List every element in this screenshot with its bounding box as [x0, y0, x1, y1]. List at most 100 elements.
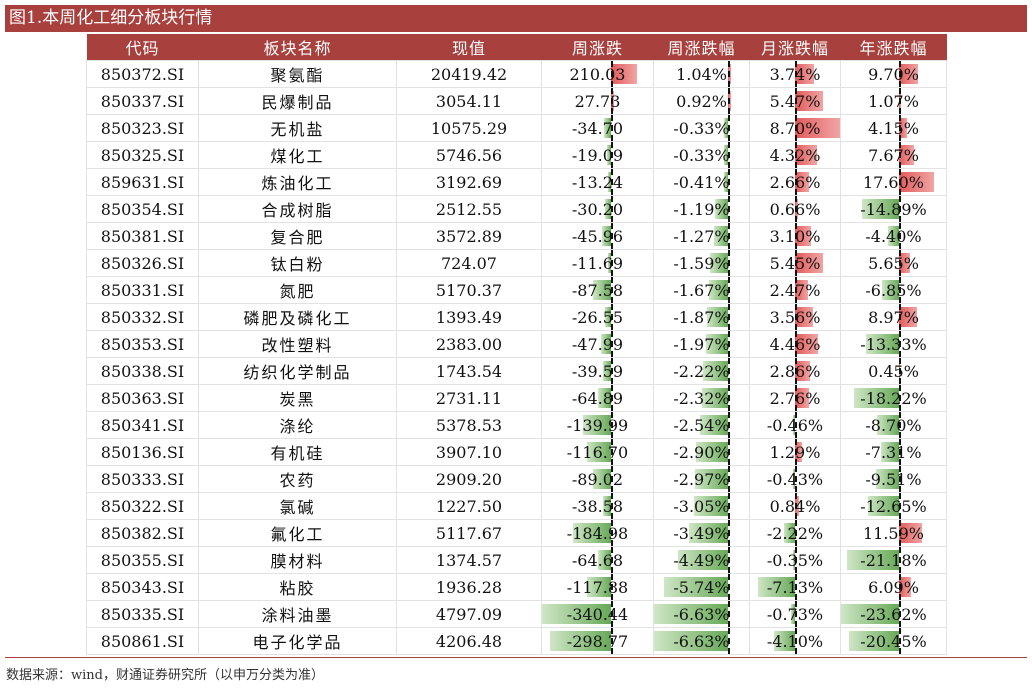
zero-axis-line: [795, 331, 797, 357]
week-pct-cell: -6.63%: [653, 600, 750, 628]
current-value-cell-text: 4206.48: [435, 631, 503, 651]
month-pct-cell: 4.32%: [749, 141, 841, 169]
week-change-cell-text: -87.58: [571, 280, 624, 300]
table-row: 850333.SI 农药 2909.20 -89.02 -2.97% -0.43% -9.5…: [86, 465, 947, 493]
code-cell-text: 850382.SI: [100, 523, 185, 543]
code-cell: 850326.SI: [86, 249, 199, 277]
week-change-cell-text: -38.58: [571, 496, 624, 516]
data-bar: [795, 307, 814, 327]
year-pct-cell: -13.33%: [840, 330, 947, 358]
current-value-cell-text: 20419.42: [430, 64, 508, 84]
zero-axis-line: [610, 331, 613, 357]
zero-axis-line: [728, 601, 731, 627]
data-bar: [898, 253, 911, 273]
code-cell: 850372.SI: [86, 60, 199, 88]
data-bar: [795, 91, 824, 111]
current-value-cell: 3192.69: [396, 168, 542, 196]
code-cell-text: 850341.SI: [100, 415, 185, 435]
data-bar: [601, 334, 611, 354]
week-pct-cell-text: -2.32%: [673, 388, 730, 408]
sector-name-cell: 磷肥及磷化工: [198, 303, 397, 331]
zero-axis-line: [898, 520, 901, 546]
zero-axis-line: [898, 142, 901, 168]
data-bar: [603, 496, 611, 516]
current-value-cell-text: 1936.28: [435, 577, 503, 597]
data-bar: [714, 199, 729, 219]
code-cell: 850335.SI: [86, 600, 199, 628]
col-header-year-pct: 年涨跌幅: [840, 34, 947, 61]
month-pct-cell-text: -0.43%: [766, 469, 824, 489]
year-pct-cell-text: -8.70%: [865, 415, 922, 435]
week-pct-cell: -5.74%: [653, 573, 750, 601]
zero-axis-line: [728, 628, 731, 654]
code-cell-text: 850355.SI: [100, 550, 185, 570]
week-pct-cell-text: -0.41%: [673, 172, 730, 192]
zero-axis-line: [610, 439, 613, 465]
data-bar: [795, 334, 819, 354]
current-value-cell: 5170.37: [396, 276, 542, 304]
week-change-cell: -116.70: [541, 438, 654, 466]
zero-axis-line: [795, 547, 797, 573]
week-pct-cell: -2.32%: [653, 384, 750, 412]
current-value-cell: 3572.89: [396, 222, 542, 250]
zero-axis-line: [610, 385, 613, 411]
data-bar: [654, 604, 729, 624]
zero-axis-line: [610, 466, 613, 492]
sector-name-cell: 氟化工: [198, 519, 397, 547]
month-pct-cell-text: 2.76%: [769, 388, 821, 408]
current-value-cell-text: 1227.50: [435, 496, 503, 516]
month-pct-cell-text: 3.10%: [769, 226, 821, 246]
sector-name-cell-text: 合成树脂: [261, 201, 334, 220]
code-cell-text: 850363.SI: [100, 388, 185, 408]
code-cell-text: 850337.SI: [100, 91, 185, 111]
sector-name-cell-text: 涤纶: [279, 417, 316, 436]
sector-name-cell-text: 钛白粉: [270, 255, 325, 274]
zero-axis-line: [610, 547, 613, 573]
year-pct-cell: 6.09%: [840, 573, 947, 601]
year-pct-cell: -7.31%: [840, 438, 947, 466]
year-pct-cell-text: -7.31%: [865, 442, 922, 462]
month-pct-cell-text: 1.29%: [769, 442, 821, 462]
data-bar: [793, 550, 795, 570]
zero-axis-line: [898, 628, 901, 654]
month-pct-cell: 3.10%: [749, 222, 841, 250]
month-pct-cell-text: 2.66%: [769, 172, 821, 192]
week-change-cell: -45.96: [541, 222, 654, 250]
table-row: 850337.SI 民爆制品 3054.11 27.73 0.92% 5.47% 1.07%: [86, 87, 947, 115]
zero-axis-line: [898, 439, 901, 465]
current-value-cell: 1374.57: [396, 546, 542, 574]
data-bar: [713, 226, 729, 246]
zero-axis-line: [728, 304, 731, 330]
figure-title: 图1.本周化工细分板块行情: [5, 5, 1027, 32]
code-cell-text: 850136.SI: [100, 442, 185, 462]
current-value-cell-text: 2909.20: [435, 469, 503, 489]
week-pct-cell-text: -1.97%: [673, 334, 730, 354]
zero-axis-line: [728, 61, 731, 87]
current-value-cell: 5746.56: [396, 141, 542, 169]
month-pct-cell: -0.35%: [749, 546, 841, 574]
data-bar: [898, 307, 917, 327]
week-pct-cell: -6.63%: [653, 627, 750, 655]
data-bar: [841, 604, 899, 624]
code-cell: 850343.SI: [86, 573, 199, 601]
month-pct-cell-text: 8.70%: [769, 118, 821, 138]
week-change-cell: 27.73: [541, 87, 654, 115]
zero-axis-line: [795, 385, 797, 411]
year-pct-cell-text: -14.89%: [860, 199, 927, 219]
week-change-cell-text: -45.96: [571, 226, 624, 246]
month-pct-cell: 5.45%: [749, 249, 841, 277]
current-value-cell-text: 5746.56: [435, 145, 503, 165]
zero-axis-line: [795, 304, 797, 330]
month-pct-cell: -0.73%: [749, 600, 841, 628]
sector-name-cell: 膜材料: [198, 546, 397, 574]
week-change-cell: -26.55: [541, 303, 654, 331]
col-header-month-pct: 月涨跌幅: [749, 34, 841, 61]
zero-axis-line: [610, 493, 613, 519]
week-pct-cell-text: -2.22%: [673, 361, 730, 381]
current-value-cell: 1743.54: [396, 357, 542, 385]
table-row: 850325.SI 煤化工 5746.56 -19.09 -0.33% 4.32% 7.67…: [86, 141, 947, 169]
week-pct-cell: -3.49%: [653, 519, 750, 547]
year-pct-cell: -4.40%: [840, 222, 947, 250]
zero-axis-line: [728, 574, 731, 600]
sector-name-cell: 氯碱: [198, 492, 397, 520]
